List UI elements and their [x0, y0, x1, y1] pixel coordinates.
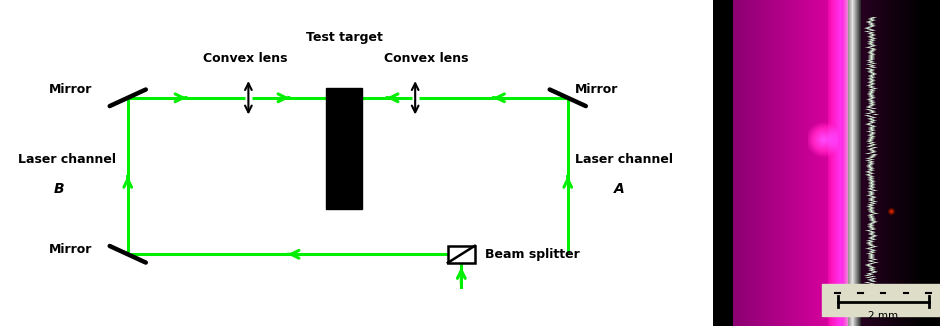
Text: Mirror: Mirror [49, 243, 92, 256]
Text: A: A [614, 182, 625, 196]
Text: Convex lens: Convex lens [384, 52, 468, 65]
Text: Laser channel: Laser channel [18, 153, 116, 166]
Text: Laser channel: Laser channel [575, 153, 673, 166]
Text: Beam splitter: Beam splitter [485, 248, 580, 261]
Bar [822, 284, 940, 316]
Text: B: B [54, 182, 64, 196]
Text: Mirror: Mirror [49, 83, 92, 96]
Text: Convex lens: Convex lens [203, 52, 287, 65]
Bar [447, 246, 475, 263]
Text: Mirror: Mirror [575, 83, 619, 96]
Text: 2 mm: 2 mm [868, 311, 899, 321]
Bar [326, 88, 362, 209]
Text: Test target: Test target [306, 31, 383, 44]
